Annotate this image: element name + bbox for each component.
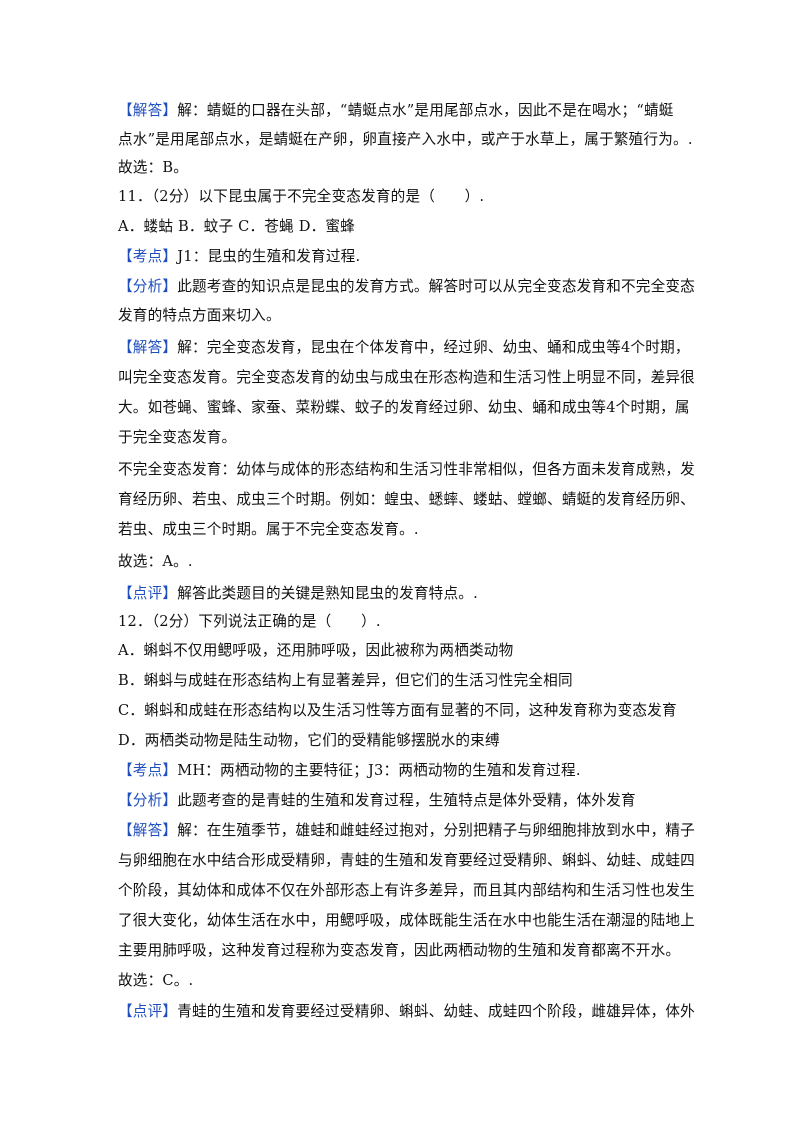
section-tag: 【解答】	[118, 822, 178, 839]
line-text: C．蝌蚪和成蛙在形态结构以及生活习性等方面有显著的不同，这种发育称为变态发育	[118, 702, 677, 719]
text-line: 与卵细胞在水中结合形成受精卵，青蛙的生殖和发育要经过受精卵、蝌蚪、幼蛙、成蛙四	[118, 851, 695, 871]
line-text: 故选：A。.	[118, 553, 193, 570]
text-line: 故选：C。.	[118, 971, 193, 991]
line-text: 大。如苍蝇、蜜蜂、家蚕、菜粉蝶、蚊子的发育经过卵、幼虫、蛹和成虫等4个时期，属	[118, 399, 690, 416]
text-line: 叫完全变态发育。完全变态发育的幼虫与成虫在形态构造和生活习性上明显不同，差异很	[118, 368, 695, 388]
line-text: 主要用肺呼吸，这种发育过程称为变态发育，因此两栖动物的生殖和发育都离不开水。	[118, 942, 681, 959]
line-text: 叫完全变态发育。完全变态发育的幼虫与成虫在形态构造和生活习性上明显不同，差异很	[118, 369, 695, 386]
text-line: 【考点】J1：昆虫的生殖和发育过程.	[118, 247, 360, 267]
text-line: 故选：A。.	[118, 552, 193, 572]
text-line: 【分析】此题考查的是青蛙的生殖和发育过程，生殖特点是体外受精，体外发育	[118, 791, 636, 811]
text-line: 【分析】此题考查的知识点是昆虫的发育方式。解答时可以从完全变态发育和不完全变态	[118, 277, 695, 297]
text-line: A．蝼蛄 B．蚊子 C．苍蝇 D．蜜蜂	[118, 217, 355, 237]
line-text: J1：昆虫的生殖和发育过程.	[177, 248, 361, 265]
text-line: 点水”是用尾部点水，是蜻蜓在产卵，卵直接产入水中，或产于水草上，属于繁殖行为。.	[118, 130, 693, 150]
line-text: 解答此类题目的关键是熟知昆虫的发育特点。.	[177, 585, 478, 602]
line-text: 发育的特点方面来切入。	[118, 307, 281, 324]
text-line: 大。如苍蝇、蜜蜂、家蚕、菜粉蝶、蚊子的发育经过卵、幼虫、蛹和成虫等4个时期，属	[118, 398, 690, 418]
text-line: 个阶段，其幼体和成体不仅在外部形态上有许多差异，而且其内部结构和生活习性也发生	[118, 881, 695, 901]
line-text: MH：两栖动物的主要特征；J3：两栖动物的生殖和发育过程.	[177, 762, 581, 779]
line-text: 点水”是用尾部点水，是蜻蜓在产卵，卵直接产入水中，或产于水草上，属于繁殖行为。.	[118, 131, 693, 148]
line-text: 故选：C。.	[118, 972, 194, 989]
line-text: 青蛙的生殖和发育要经过受精卵、蝌蚪、幼蛙、成蛙四个阶段，雌雄异体，体外	[177, 1003, 695, 1020]
line-text: A．蝼蛄 B．蚊子 C．苍蝇 D．蜜蜂	[118, 218, 355, 235]
text-line: 【解答】解：完全变态发育，昆虫在个体发育中，经过卵、幼虫、蛹和成虫等4个时期，	[118, 338, 690, 358]
section-tag: 【点评】	[118, 1003, 178, 1020]
text-line: C．蝌蚪和成蛙在形态结构以及生活习性等方面有显著的不同，这种发育称为变态发育	[118, 701, 677, 721]
text-line: 主要用肺呼吸，这种发育过程称为变态发育，因此两栖动物的生殖和发育都离不开水。	[118, 941, 680, 961]
line-text: 若虫、成虫三个时期。属于不完全变态发育。.	[118, 521, 419, 538]
line-text: 解：蜻蜓的口器在头部，“蜻蜓点水”是用尾部点水，因此不是在喝水；“蜻蜓	[177, 102, 674, 119]
text-line: 【解答】解：在生殖季节，雄蛙和雌蛙经过抱对，分别把精子与卵细胞排放到水中，精子	[118, 821, 695, 841]
line-text: 此题考查的是青蛙的生殖和发育过程，生殖特点是体外受精，体外发育	[177, 792, 636, 809]
text-line: B．蝌蚪与成蛙在形态结构上有显著差异，但它们的生活习性完全相同	[118, 671, 573, 691]
section-tag: 【解答】	[118, 102, 178, 119]
line-text: 11．（2分）以下昆虫属于不完全变态发育的是（ ）.	[118, 188, 485, 205]
line-text: 育经历卵、若虫、成虫三个时期。例如：蝗虫、蟋蟀、蝼蛄、螳螂、蜻蜓的发育经历卵、	[118, 491, 695, 508]
text-line: D．两栖类动物是陆生动物，它们的受精能够摆脱水的束缚	[118, 731, 500, 751]
line-text: 解：完全变态发育，昆虫在个体发育中，经过卵、幼虫、蛹和成虫等4个时期，	[177, 339, 690, 356]
line-text: 此题考查的知识点是昆虫的发育方式。解答时可以从完全变态发育和不完全变态	[177, 278, 695, 295]
section-tag: 【分析】	[118, 278, 178, 295]
text-line: 11．（2分）以下昆虫属于不完全变态发育的是（ ）.	[118, 187, 484, 207]
text-line: 发育的特点方面来切入。	[118, 306, 281, 326]
line-text: 解：在生殖季节，雄蛙和雌蛙经过抱对，分别把精子与卵细胞排放到水中，精子	[177, 822, 695, 839]
section-tag: 【点评】	[118, 585, 178, 602]
text-line: 【考点】MH：两栖动物的主要特征；J3：两栖动物的生殖和发育过程.	[118, 761, 581, 781]
section-tag: 【分析】	[118, 792, 178, 809]
text-line: 于完全变态发育。	[118, 428, 236, 448]
section-tag: 【考点】	[118, 248, 178, 265]
text-line: 12．（2分）下列说法正确的是（ ）.	[118, 612, 381, 632]
text-line: 故选：B。	[118, 158, 188, 178]
text-line: 了很大变化，幼体生活在水中，用鳃呼吸，成体既能生活在水中也能生活在潮湿的陆地上	[118, 911, 695, 931]
text-line: 【点评】青蛙的生殖和发育要经过受精卵、蝌蚪、幼蛙、成蛙四个阶段，雌雄异体，体外	[118, 1002, 695, 1022]
line-text: 12．（2分）下列说法正确的是（ ）.	[118, 613, 381, 630]
line-text: 与卵细胞在水中结合形成受精卵，青蛙的生殖和发育要经过受精卵、蝌蚪、幼蛙、成蛙四	[118, 852, 695, 869]
text-line: 【解答】解：蜻蜓的口器在头部，“蜻蜓点水”是用尾部点水，因此不是在喝水；“蜻蜓	[118, 101, 674, 121]
text-line: 【点评】解答此类题目的关键是熟知昆虫的发育特点。.	[118, 584, 478, 604]
line-text: A．蝌蚪不仅用鳃呼吸，还用肺呼吸，因此被称为两栖类动物	[118, 642, 514, 659]
line-text: 于完全变态发育。	[118, 429, 237, 446]
line-text: 了很大变化，幼体生活在水中，用鳃呼吸，成体既能生活在水中也能生活在潮湿的陆地上	[118, 912, 695, 929]
text-line: 育经历卵、若虫、成虫三个时期。例如：蝗虫、蟋蟀、蝼蛄、螳螂、蜻蜓的发育经历卵、	[118, 490, 695, 510]
line-text: B．蝌蚪与成蛙在形态结构上有显著差异，但它们的生活习性完全相同	[118, 672, 573, 689]
section-tag: 【考点】	[118, 762, 178, 779]
text-line: 不完全变态发育：幼体与成体的形态结构和生活习性非常相似，但各方面未发育成熟，发	[118, 460, 695, 480]
text-line: A．蝌蚪不仅用鳃呼吸，还用肺呼吸，因此被称为两栖类动物	[118, 641, 513, 661]
text-line: 若虫、成虫三个时期。属于不完全变态发育。.	[118, 520, 419, 540]
line-text: 不完全变态发育：幼体与成体的形态结构和生活习性非常相似，但各方面未发育成熟，发	[118, 461, 695, 478]
line-text: 个阶段，其幼体和成体不仅在外部形态上有许多差异，而且其内部结构和生活习性也发生	[118, 882, 695, 899]
section-tag: 【解答】	[118, 339, 178, 356]
line-text: 故选：B。	[118, 159, 189, 176]
line-text: D．两栖类动物是陆生动物，它们的受精能够摆脱水的束缚	[118, 732, 500, 749]
